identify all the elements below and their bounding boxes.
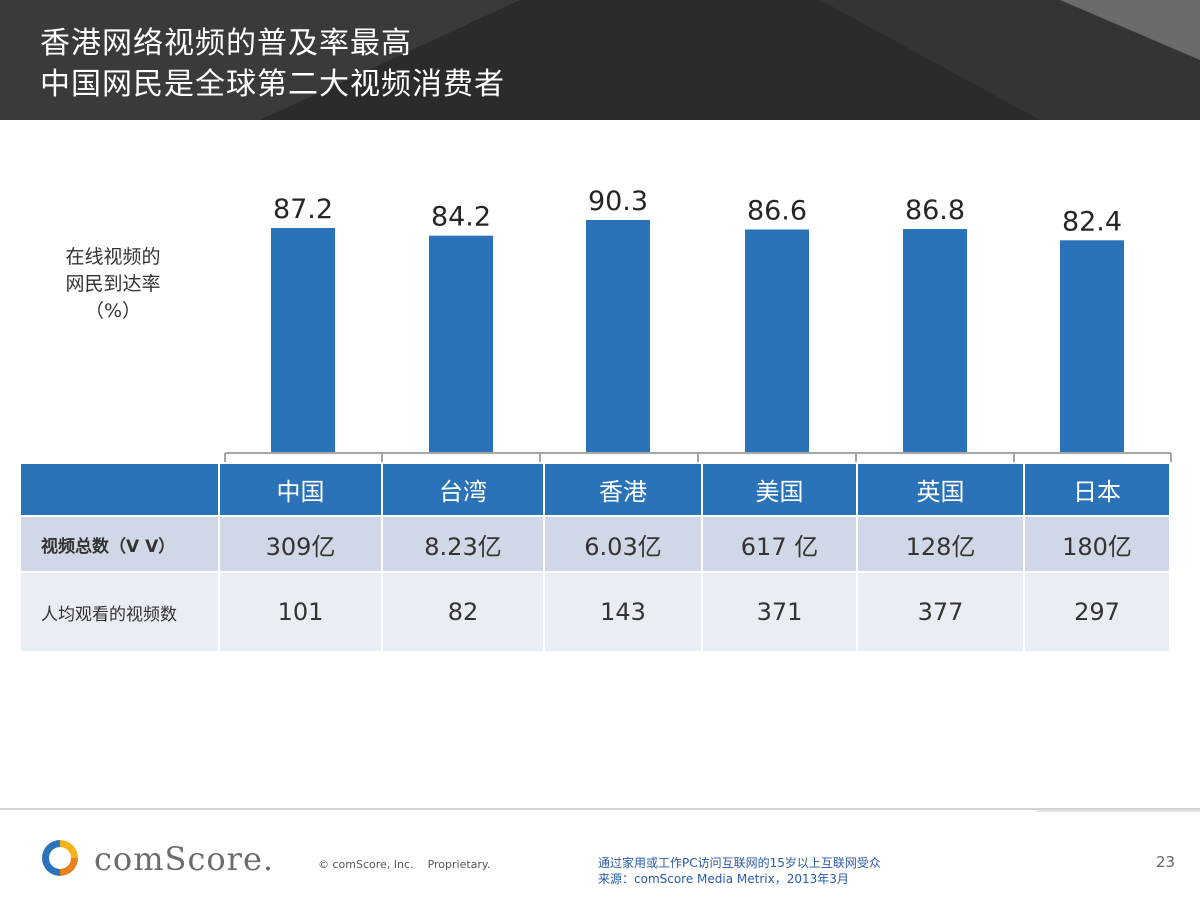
row-label: 视频总数（V V）: [21, 517, 218, 571]
source-note: 通过家用或工作PC访问互联网的15岁以上互联网受众 来源：comScore Me…: [598, 855, 881, 887]
y-axis-label-line1: 在线视频的: [65, 246, 161, 268]
y-axis-label-line3: （%）: [84, 300, 142, 322]
bar-value-label: 86.6: [747, 196, 807, 227]
table-cell: 101: [220, 573, 381, 651]
table-cell: 617 亿: [703, 517, 856, 571]
column-header: 香港: [545, 464, 701, 515]
source-note-line2: 来源：comScore Media Metrix，2013年3月: [598, 872, 849, 886]
bar-value-label: 84.2: [431, 202, 491, 233]
proprietary-text: Proprietary.: [427, 858, 491, 871]
column-header: 台湾: [383, 464, 543, 515]
table-header-row: 中国 台湾 香港 美国 英国 日本: [21, 464, 1169, 515]
title-banner: 香港网络视频的普及率最高 中国网民是全球第二大视频消费者: [0, 0, 1200, 120]
table-cell: 143: [545, 573, 701, 651]
table-cell: 8.23亿: [383, 517, 543, 571]
bar-4: [903, 228, 967, 452]
page-title-line2: 中国网民是全球第二大视频消费者: [40, 67, 505, 102]
row-label: 人均观看的视频数: [21, 573, 218, 651]
table-cell: 297: [1025, 573, 1169, 651]
bar-value-label: 82.4: [1062, 206, 1122, 237]
column-header: 英国: [858, 464, 1023, 515]
column-header: 日本: [1025, 464, 1169, 515]
table-cell: 128亿: [858, 517, 1023, 571]
copyright-text: © comScore, Inc.: [318, 858, 414, 871]
bar-3: [745, 229, 809, 452]
y-axis-label-line2: 网民到达率: [65, 273, 161, 295]
data-table: 中国 台湾 香港 美国 英国 日本 视频总数（V V） 309亿 8.23亿 6…: [19, 462, 1171, 653]
page-number: 23: [1156, 853, 1176, 871]
y-axis-label: 在线视频的 网民到达率 （%）: [40, 244, 186, 325]
footer-divider-accent: [1036, 810, 1200, 812]
table-row-total-videos: 视频总数（V V） 309亿 8.23亿 6.03亿 617 亿 128亿 18…: [21, 517, 1169, 571]
banner-background-shapes: [0, 0, 1200, 120]
copyright-notice: © comScore, Inc. Proprietary.: [318, 858, 490, 871]
footer-divider: [0, 808, 1200, 810]
table-cell: 309亿: [220, 517, 381, 571]
bar-1: [429, 235, 493, 452]
page-title-line1: 香港网络视频的普及率最高: [40, 26, 412, 61]
bar-2: [586, 220, 650, 452]
table-cell: 371: [703, 573, 856, 651]
bar-value-label: 86.8: [905, 195, 965, 226]
bar-value-label: 87.2: [273, 194, 333, 225]
bar-value-label: 90.3: [588, 186, 648, 217]
bar-chart: 87.2 84.2 90.3 86.6 86.8 82.4: [224, 186, 1172, 462]
column-header: 美国: [703, 464, 856, 515]
comscore-logo-text: comScore.: [94, 840, 275, 878]
bar-0: [271, 227, 335, 452]
table-cell: 6.03亿: [545, 517, 701, 571]
table-cell: 377: [858, 573, 1023, 651]
column-header: 中国: [220, 464, 381, 515]
table-cell: 180亿: [1025, 517, 1169, 571]
table-row-videos-per-viewer: 人均观看的视频数 101 82 143 371 377 297: [21, 573, 1169, 651]
table-cell: 82: [383, 573, 543, 651]
source-note-line1: 通过家用或工作PC访问互联网的15岁以上互联网受众: [598, 856, 881, 870]
comscore-logo-icon: [42, 840, 78, 876]
table-corner-cell: [21, 464, 218, 515]
bar-5: [1060, 240, 1124, 452]
